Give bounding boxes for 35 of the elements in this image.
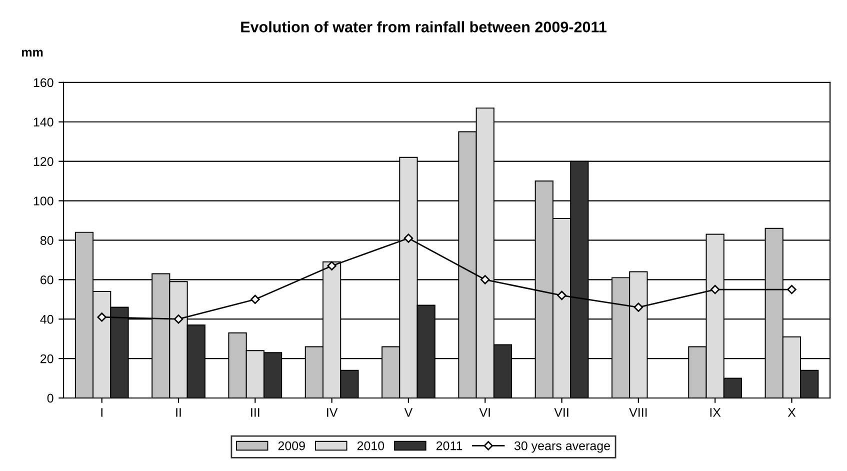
point [710,284,720,294]
point [404,234,414,243]
legend-label: 30 years average [514,441,610,453]
point [250,294,260,304]
x-tick-label: VIII [629,408,647,417]
point [557,290,566,300]
point [174,314,184,324]
y-tick-label: 160 [34,78,54,88]
y-tick-label: 140 [34,118,54,127]
x-tick-label: II [176,408,181,417]
legend-label: 2011 [436,441,462,450]
point [480,275,490,284]
y-tick-label: 100 [34,196,54,206]
y-axis-title: mm [22,50,43,57]
point [97,312,106,322]
y-tick-label: 20 [40,354,54,364]
y-tick-label: 80 [40,236,54,245]
point [787,284,796,294]
y-tick-label: 40 [40,314,54,324]
x-tick-label: III [251,408,260,417]
x-tick-label: I [101,408,102,417]
x-tick-label: V [404,408,413,417]
legend-label: 2009 [278,441,305,450]
x-tick-label: IX [710,408,721,417]
y-tick-label: 60 [40,275,54,284]
chart-title: Evolution of water from rainfall between 2009-2011 [241,21,606,32]
y-tick-label: 120 [34,157,54,166]
x-tick-label: IV [327,408,338,417]
x-tick-label: VII [554,408,568,417]
x-tick-label: VI [479,408,490,417]
x-tick-label: X [788,408,796,417]
point [327,261,336,270]
y-tick-label: 0 [47,394,54,403]
legend-label: 2010 [357,441,384,450]
point [634,302,644,312]
